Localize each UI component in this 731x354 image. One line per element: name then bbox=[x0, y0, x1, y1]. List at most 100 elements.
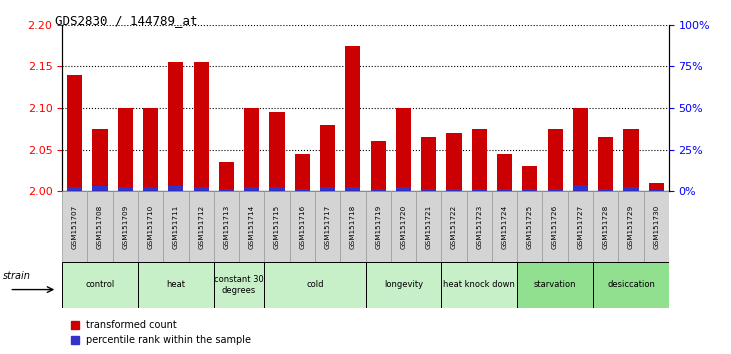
Bar bbox=[138, 262, 213, 308]
Bar bbox=[598, 189, 613, 191]
Text: GSM151726: GSM151726 bbox=[552, 205, 558, 249]
Bar bbox=[92, 129, 107, 191]
Text: GSM151709: GSM151709 bbox=[122, 205, 129, 249]
Bar bbox=[624, 187, 638, 191]
Bar bbox=[345, 187, 360, 191]
Bar bbox=[88, 191, 113, 262]
Bar bbox=[320, 187, 335, 191]
Bar bbox=[421, 189, 436, 191]
Bar bbox=[340, 191, 366, 262]
Bar bbox=[189, 191, 213, 262]
Bar bbox=[492, 191, 518, 262]
Bar bbox=[648, 183, 664, 191]
Bar bbox=[421, 137, 436, 191]
Text: GSM151723: GSM151723 bbox=[477, 205, 482, 249]
Text: control: control bbox=[86, 280, 115, 290]
Bar bbox=[118, 108, 133, 191]
Text: strain: strain bbox=[3, 271, 31, 281]
Bar bbox=[92, 186, 107, 191]
Bar bbox=[542, 191, 568, 262]
Bar bbox=[168, 186, 183, 191]
Bar bbox=[598, 137, 613, 191]
Text: GSM151725: GSM151725 bbox=[527, 205, 533, 249]
Bar bbox=[568, 191, 593, 262]
Bar bbox=[416, 191, 442, 262]
Bar bbox=[442, 191, 466, 262]
Bar bbox=[648, 190, 664, 191]
Text: GSM151722: GSM151722 bbox=[451, 205, 457, 249]
Bar bbox=[447, 189, 461, 191]
Bar bbox=[593, 262, 669, 308]
Bar bbox=[270, 187, 284, 191]
Bar bbox=[295, 154, 310, 191]
Bar bbox=[143, 108, 158, 191]
Bar bbox=[118, 187, 133, 191]
Bar bbox=[62, 262, 138, 308]
Bar bbox=[366, 262, 442, 308]
Text: constant 30
degrees: constant 30 degrees bbox=[214, 275, 264, 295]
Text: GSM151724: GSM151724 bbox=[501, 205, 507, 249]
Bar bbox=[391, 191, 416, 262]
Bar bbox=[62, 191, 88, 262]
Text: starvation: starvation bbox=[534, 280, 576, 290]
Bar bbox=[244, 187, 260, 191]
Bar bbox=[624, 129, 638, 191]
Text: GSM151719: GSM151719 bbox=[375, 205, 381, 249]
Bar bbox=[371, 189, 386, 191]
Text: GSM151717: GSM151717 bbox=[325, 205, 330, 249]
Bar bbox=[67, 187, 83, 191]
Bar bbox=[573, 185, 588, 191]
Bar bbox=[447, 133, 461, 191]
Legend: transformed count, percentile rank within the sample: transformed count, percentile rank withi… bbox=[67, 316, 255, 349]
Text: GSM151728: GSM151728 bbox=[602, 205, 609, 249]
Bar bbox=[395, 187, 411, 191]
Text: GSM151715: GSM151715 bbox=[274, 205, 280, 249]
Text: GSM151729: GSM151729 bbox=[628, 205, 634, 249]
Bar bbox=[219, 189, 234, 191]
Text: heat knock down: heat knock down bbox=[443, 280, 515, 290]
Text: heat: heat bbox=[167, 280, 186, 290]
Text: longevity: longevity bbox=[384, 280, 423, 290]
Text: GSM151714: GSM151714 bbox=[249, 205, 254, 249]
Bar bbox=[593, 191, 618, 262]
Text: GSM151716: GSM151716 bbox=[299, 205, 306, 249]
Bar bbox=[466, 191, 492, 262]
Bar bbox=[471, 189, 487, 191]
Bar bbox=[548, 129, 563, 191]
Bar bbox=[518, 191, 542, 262]
Bar bbox=[213, 191, 239, 262]
Bar bbox=[643, 191, 669, 262]
Text: cold: cold bbox=[306, 280, 324, 290]
Text: GSM151710: GSM151710 bbox=[148, 205, 154, 249]
Bar bbox=[163, 191, 189, 262]
Bar bbox=[113, 191, 138, 262]
Text: GSM151707: GSM151707 bbox=[72, 205, 77, 249]
Bar bbox=[522, 166, 537, 191]
Bar bbox=[239, 191, 265, 262]
Bar bbox=[295, 189, 310, 191]
Bar bbox=[194, 187, 209, 191]
Bar bbox=[345, 46, 360, 191]
Bar bbox=[168, 62, 183, 191]
Text: desiccation: desiccation bbox=[607, 280, 655, 290]
Bar bbox=[265, 262, 366, 308]
Bar bbox=[518, 262, 593, 308]
Text: GSM151730: GSM151730 bbox=[654, 205, 659, 249]
Bar bbox=[366, 191, 391, 262]
Bar bbox=[497, 189, 512, 191]
Bar bbox=[442, 262, 518, 308]
Bar bbox=[265, 191, 289, 262]
Bar bbox=[548, 189, 563, 191]
Text: GSM151727: GSM151727 bbox=[577, 205, 583, 249]
Bar bbox=[213, 262, 265, 308]
Bar bbox=[67, 75, 83, 191]
Bar bbox=[320, 125, 335, 191]
Bar bbox=[573, 108, 588, 191]
Bar bbox=[315, 191, 340, 262]
Text: GSM151712: GSM151712 bbox=[198, 205, 204, 249]
Text: GSM151720: GSM151720 bbox=[401, 205, 406, 249]
Bar bbox=[471, 129, 487, 191]
Bar bbox=[143, 187, 158, 191]
Bar bbox=[371, 141, 386, 191]
Text: GSM151711: GSM151711 bbox=[173, 205, 179, 249]
